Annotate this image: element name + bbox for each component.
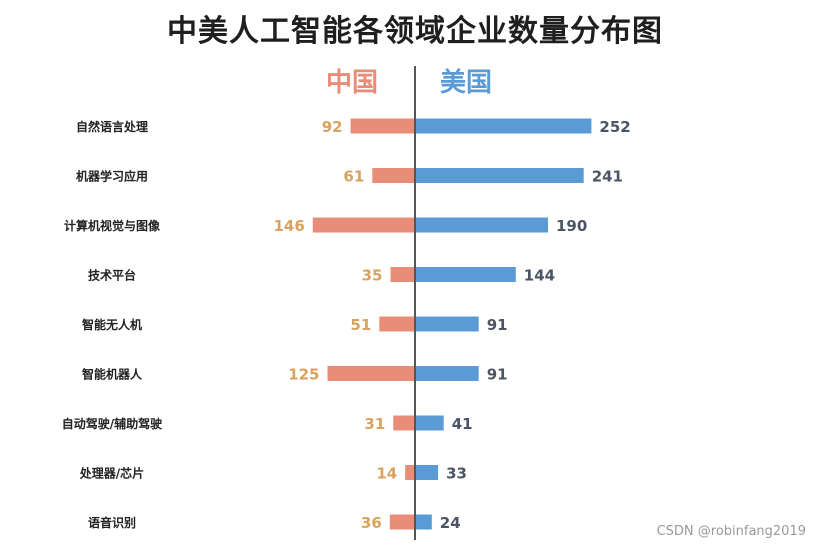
- china-bar: [312, 217, 415, 233]
- category-label: 自动驾驶/辅助驾驶: [62, 416, 162, 431]
- category-label: 技术平台: [88, 268, 136, 283]
- china-bar: [372, 168, 415, 183]
- category-label: 机器学习应用: [76, 169, 148, 184]
- category-label: 处理器/芯片: [79, 466, 144, 481]
- china-value-label: 51: [350, 316, 371, 334]
- china-value-label: 31: [364, 415, 385, 433]
- us-value-label: 190: [556, 217, 587, 235]
- us-value-label: 91: [487, 366, 508, 384]
- china-bar: [379, 316, 415, 332]
- legend-china: 中国: [326, 68, 379, 98]
- china-value-label: 14: [376, 465, 397, 483]
- chart-title: 中美人工智能各领域企业数量分布图: [167, 14, 663, 49]
- us-value-label: 91: [487, 316, 508, 334]
- china-value-label: 146: [273, 217, 304, 235]
- us-bar: [415, 465, 439, 480]
- category-label: 智能无人机: [81, 317, 142, 332]
- us-bar: [415, 415, 444, 431]
- us-value-label: 33: [446, 465, 467, 483]
- us-bar: [415, 316, 479, 332]
- china-bar: [390, 267, 415, 282]
- us-bar: [415, 366, 479, 381]
- watermark: CSDN @robinfang2019: [656, 524, 806, 539]
- us-bar: [415, 168, 584, 183]
- china-bar: [405, 465, 415, 480]
- category-label: 自然语言处理: [76, 119, 148, 134]
- china-value-label: 125: [288, 366, 319, 384]
- us-value-label: 144: [524, 267, 555, 285]
- china-value-label: 36: [361, 514, 382, 532]
- us-bar: [415, 118, 592, 134]
- china-value-label: 35: [362, 267, 383, 285]
- legend-us: 美国: [440, 68, 493, 98]
- category-label: 智能机器人: [81, 367, 143, 382]
- us-bar: [415, 217, 548, 233]
- us-bar: [415, 514, 432, 530]
- china-bar: [327, 366, 415, 381]
- china-bar: [389, 514, 415, 530]
- china-value-label: 61: [343, 168, 364, 186]
- us-value-label: 252: [599, 118, 630, 136]
- us-value-label: 41: [452, 415, 473, 433]
- us-bar: [415, 267, 516, 282]
- category-label: 计算机视觉与图像: [64, 218, 161, 233]
- us-value-label: 241: [592, 168, 623, 186]
- category-label: 语音识别: [88, 515, 136, 530]
- china-value-label: 92: [322, 118, 343, 136]
- china-bar: [393, 415, 415, 431]
- china-bar: [350, 118, 415, 134]
- us-value-label: 24: [440, 514, 461, 532]
